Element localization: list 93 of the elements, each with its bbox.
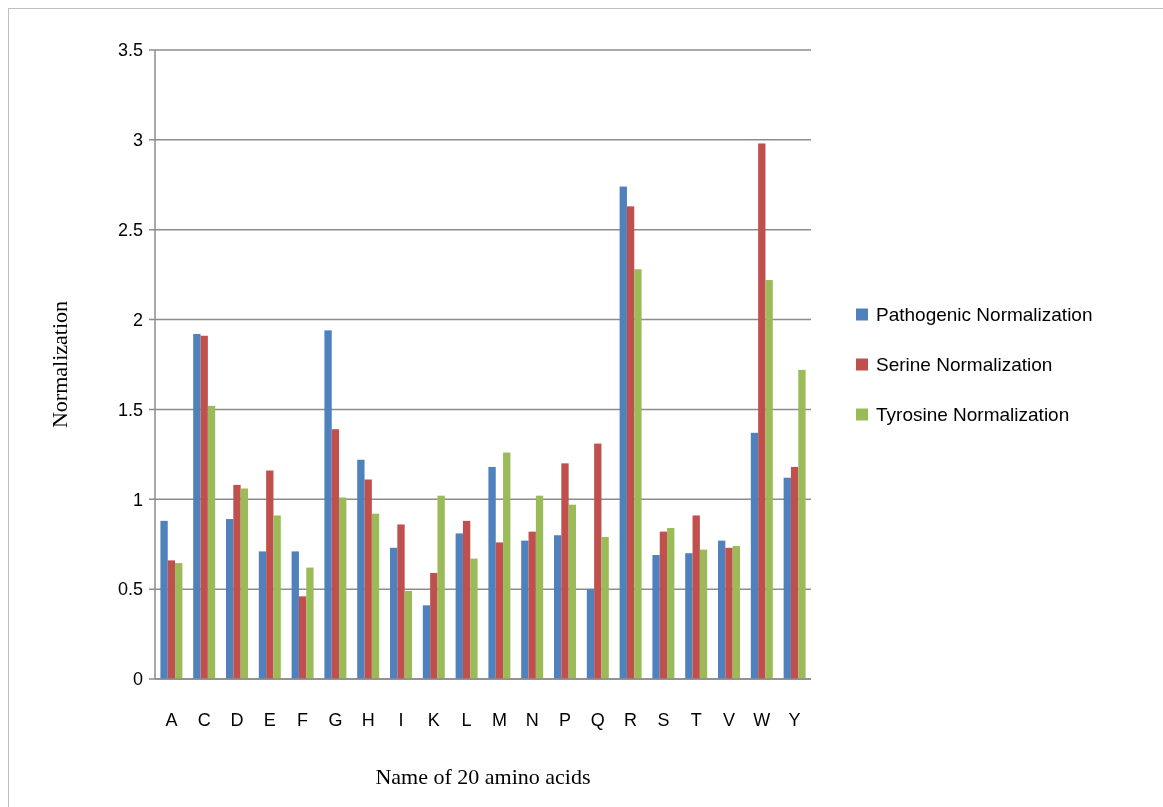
bar bbox=[495, 542, 504, 679]
bar bbox=[765, 280, 773, 679]
y-tick-label: 2 bbox=[132, 309, 143, 330]
bar bbox=[732, 546, 740, 679]
x-tick-label: E bbox=[263, 710, 276, 730]
bar bbox=[273, 515, 281, 679]
x-tick-label: R bbox=[624, 710, 638, 730]
bar bbox=[725, 547, 733, 679]
bar bbox=[160, 520, 168, 679]
x-tick-label: I bbox=[398, 710, 404, 730]
bar bbox=[521, 540, 529, 679]
bar bbox=[298, 596, 307, 679]
bar bbox=[470, 558, 478, 679]
bar bbox=[397, 524, 405, 679]
x-axis-title: Name of 20 amino acids bbox=[375, 764, 591, 789]
bar bbox=[619, 186, 627, 679]
bar bbox=[437, 495, 445, 679]
x-tick-label: T bbox=[690, 710, 702, 730]
x-tick-label: Q bbox=[590, 710, 605, 730]
y-tick-label: 3.5 bbox=[117, 40, 143, 61]
bar bbox=[634, 269, 642, 679]
x-tick-label: P bbox=[558, 710, 572, 730]
x-tick-label: W bbox=[753, 710, 771, 730]
bar bbox=[306, 567, 314, 679]
bar bbox=[758, 143, 766, 679]
legend-label: Serine Normalization bbox=[876, 354, 1053, 376]
bar bbox=[404, 590, 412, 679]
bar bbox=[601, 537, 609, 679]
bar bbox=[659, 531, 668, 679]
bar bbox=[233, 484, 241, 679]
x-tick-label: N bbox=[525, 710, 539, 730]
x-tick-label: D bbox=[230, 710, 244, 730]
bar bbox=[371, 513, 380, 679]
x-tick-label: G bbox=[328, 710, 343, 730]
bar bbox=[528, 531, 536, 679]
x-tick-label: H bbox=[361, 710, 375, 730]
bar bbox=[652, 555, 660, 679]
bar bbox=[798, 369, 806, 679]
bar bbox=[357, 459, 365, 679]
bar bbox=[568, 504, 576, 679]
y-tick-label: 0.5 bbox=[117, 579, 143, 600]
bar bbox=[692, 515, 700, 679]
legend-label: Pathogenic Normalization bbox=[876, 304, 1093, 326]
bar bbox=[685, 553, 693, 679]
bar bbox=[207, 405, 216, 679]
bar bbox=[175, 563, 183, 679]
bar bbox=[594, 443, 602, 679]
bar bbox=[258, 551, 267, 679]
bar bbox=[750, 432, 759, 679]
x-tick-label: K bbox=[427, 710, 440, 730]
bar bbox=[266, 470, 274, 679]
bar bbox=[790, 466, 799, 679]
bar bbox=[626, 206, 635, 679]
bar bbox=[324, 330, 332, 679]
x-tick-label: Y bbox=[788, 710, 801, 730]
bar bbox=[200, 335, 208, 679]
bar bbox=[422, 605, 431, 679]
bar bbox=[226, 519, 234, 679]
bar bbox=[699, 549, 708, 679]
bar bbox=[193, 333, 201, 679]
bar bbox=[667, 528, 675, 679]
bar bbox=[586, 589, 595, 679]
bar bbox=[488, 466, 496, 679]
bar bbox=[718, 540, 726, 679]
y-tick-label: 1 bbox=[132, 489, 143, 510]
bar bbox=[331, 429, 340, 679]
y-tick-label: 2.5 bbox=[117, 220, 143, 241]
x-tick-label: M bbox=[491, 710, 507, 730]
x-tick-label: F bbox=[297, 710, 309, 730]
bar bbox=[554, 535, 562, 679]
bar bbox=[167, 560, 176, 679]
bar bbox=[240, 488, 248, 679]
bar bbox=[291, 551, 299, 679]
y-tick-label: 0 bbox=[132, 669, 143, 690]
bar bbox=[364, 479, 372, 679]
y-tick-label: 3 bbox=[132, 130, 143, 151]
bar bbox=[503, 452, 511, 679]
bar bbox=[430, 572, 438, 679]
x-tick-label: A bbox=[165, 710, 178, 730]
x-tick-label: V bbox=[722, 710, 736, 730]
bar bbox=[783, 477, 791, 679]
bar bbox=[339, 497, 347, 679]
bar bbox=[462, 520, 471, 679]
bar bbox=[561, 463, 569, 679]
x-tick-label: S bbox=[657, 710, 670, 730]
y-tick-label: 1.5 bbox=[117, 399, 143, 420]
y-axis-title: Normalization bbox=[47, 300, 72, 429]
bar bbox=[390, 547, 398, 679]
x-tick-label: C bbox=[197, 710, 211, 730]
x-tick-label: L bbox=[461, 710, 472, 730]
bar bbox=[455, 533, 463, 679]
bar bbox=[535, 495, 544, 679]
legend-label: Tyrosine Normalization bbox=[876, 404, 1070, 426]
